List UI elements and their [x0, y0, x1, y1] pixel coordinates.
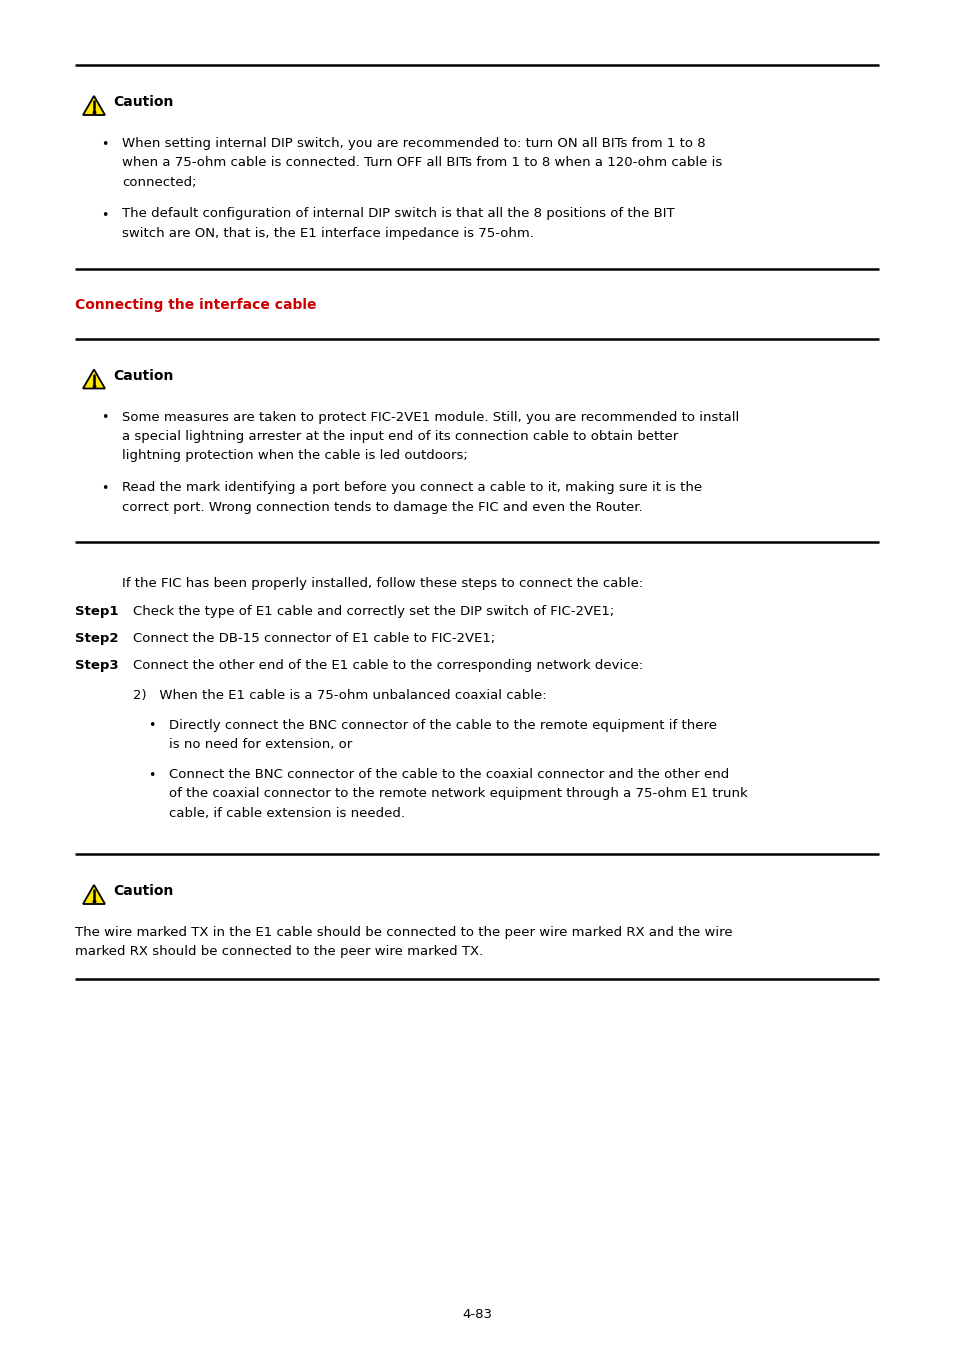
Text: Some measures are taken to protect FIC-2VE1 module. Still, you are recommended t: Some measures are taken to protect FIC-2… — [122, 410, 739, 424]
Text: lightning protection when the cable is led outdoors;: lightning protection when the cable is l… — [122, 450, 467, 463]
Text: switch are ON, that is, the E1 interface impedance is 75-ohm.: switch are ON, that is, the E1 interface… — [122, 227, 534, 240]
Polygon shape — [83, 96, 105, 115]
Text: cable, if cable extension is needed.: cable, if cable extension is needed. — [169, 806, 405, 819]
Text: Step1: Step1 — [75, 605, 118, 617]
Text: •: • — [148, 768, 155, 782]
Text: connected;: connected; — [122, 176, 196, 189]
Text: Caution: Caution — [112, 369, 173, 382]
Text: Check the type of E1 cable and correctly set the DIP switch of FIC-2VE1;: Check the type of E1 cable and correctly… — [132, 605, 614, 617]
Text: •: • — [101, 482, 109, 495]
Text: •: • — [101, 412, 109, 424]
Text: •: • — [101, 208, 109, 221]
Polygon shape — [83, 370, 105, 389]
Text: The wire marked TX in the E1 cable should be connected to the peer wire marked R: The wire marked TX in the E1 cable shoul… — [75, 926, 732, 940]
Text: 2)   When the E1 cable is a 75-ohm unbalanced coaxial cable:: 2) When the E1 cable is a 75-ohm unbalan… — [132, 688, 546, 702]
Text: a special lightning arrester at the input end of its connection cable to obtain : a special lightning arrester at the inpu… — [122, 431, 678, 443]
Text: Read the mark identifying a port before you connect a cable to it, making sure i: Read the mark identifying a port before … — [122, 481, 701, 494]
Text: Connect the other end of the E1 cable to the corresponding network device:: Connect the other end of the E1 cable to… — [132, 660, 642, 672]
Text: marked RX should be connected to the peer wire marked TX.: marked RX should be connected to the pee… — [75, 945, 483, 958]
Text: •: • — [148, 720, 155, 733]
Text: Step3: Step3 — [75, 660, 118, 672]
Text: of the coaxial connector to the remote network equipment through a 75-ohm E1 tru: of the coaxial connector to the remote n… — [169, 787, 747, 801]
Text: is no need for extension, or: is no need for extension, or — [169, 738, 352, 751]
Text: Step2: Step2 — [75, 632, 118, 645]
Text: Connect the DB-15 connector of E1 cable to FIC-2VE1;: Connect the DB-15 connector of E1 cable … — [132, 632, 495, 645]
Text: Caution: Caution — [112, 95, 173, 109]
Text: •: • — [101, 138, 109, 151]
Text: Connecting the interface cable: Connecting the interface cable — [75, 298, 316, 312]
Polygon shape — [83, 886, 105, 904]
Text: If the FIC has been properly installed, follow these steps to connect the cable:: If the FIC has been properly installed, … — [122, 576, 642, 590]
Text: Connect the BNC connector of the cable to the coaxial connector and the other en: Connect the BNC connector of the cable t… — [169, 768, 728, 780]
Text: when a 75-ohm cable is connected. Turn OFF all BITs from 1 to 8 when a 120-ohm c: when a 75-ohm cable is connected. Turn O… — [122, 157, 721, 170]
Text: Directly connect the BNC connector of the cable to the remote equipment if there: Directly connect the BNC connector of th… — [169, 718, 717, 732]
Text: Caution: Caution — [112, 884, 173, 898]
Text: 4-83: 4-83 — [461, 1308, 492, 1322]
Text: The default configuration of internal DIP switch is that all the 8 positions of : The default configuration of internal DI… — [122, 208, 674, 220]
Text: When setting internal DIP switch, you are recommended to: turn ON all BITs from : When setting internal DIP switch, you ar… — [122, 136, 705, 150]
Text: correct port. Wrong connection tends to damage the FIC and even the Router.: correct port. Wrong connection tends to … — [122, 501, 642, 513]
